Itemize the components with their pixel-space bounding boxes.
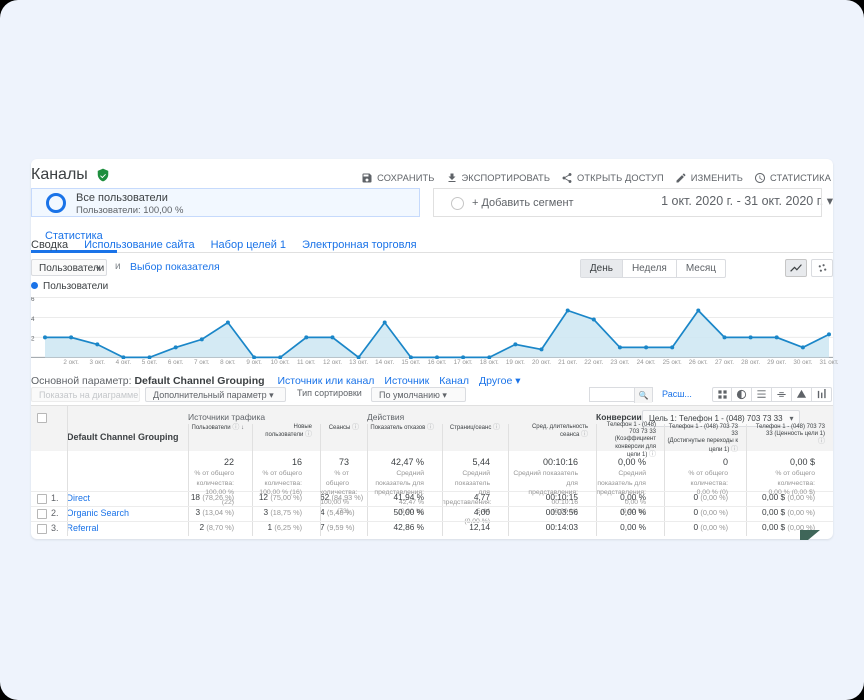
svg-text:6: 6 — [31, 297, 35, 303]
svg-text:4: 4 — [31, 316, 35, 323]
svg-text:2: 2 — [31, 336, 35, 343]
